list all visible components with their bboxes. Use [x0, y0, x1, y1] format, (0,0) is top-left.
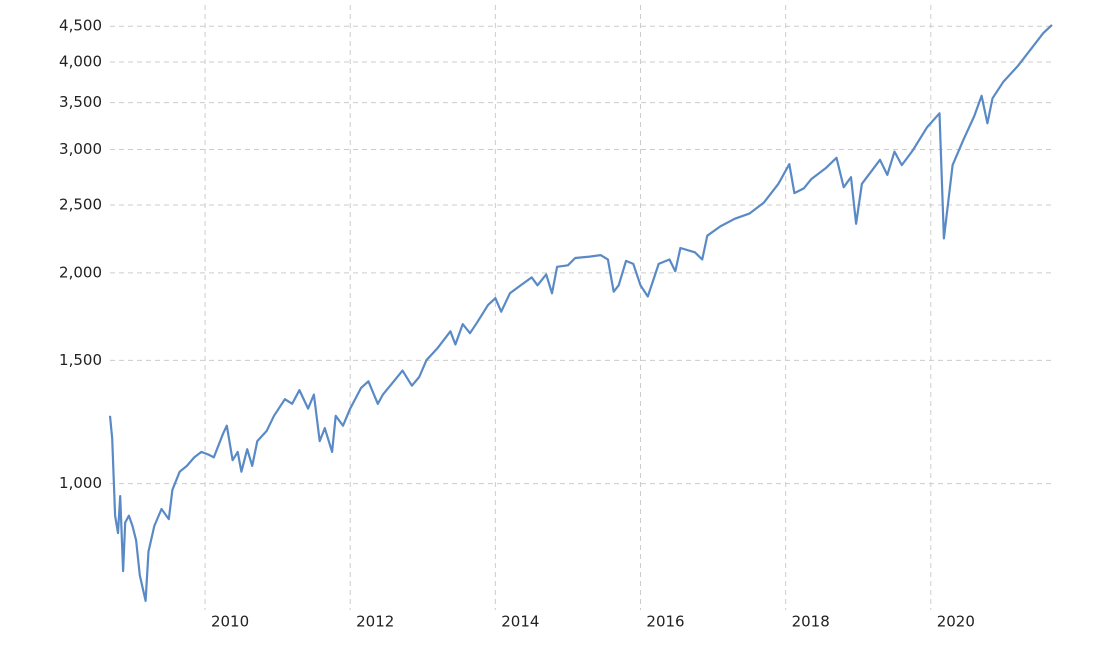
x-tick-label: 2012 — [356, 613, 394, 631]
y-tick-label: 3,000 — [59, 140, 102, 158]
y-tick-label: 1,000 — [59, 474, 102, 492]
x-tick-label: 2010 — [211, 613, 249, 631]
y-tick-label: 4,500 — [59, 17, 102, 35]
x-tick-label: 2018 — [792, 613, 830, 631]
y-tick-label: 4,000 — [59, 53, 102, 71]
y-tick-label: 2,500 — [59, 195, 102, 213]
x-tick-label: 2016 — [646, 613, 684, 631]
y-tick-label: 3,500 — [59, 93, 102, 111]
x-tick-label: 2014 — [501, 613, 539, 631]
x-tick-label: 2020 — [937, 613, 975, 631]
y-tick-label: 1,500 — [59, 351, 102, 369]
y-tick-label: 2,000 — [59, 263, 102, 281]
price-line — [108, 24, 1053, 602]
